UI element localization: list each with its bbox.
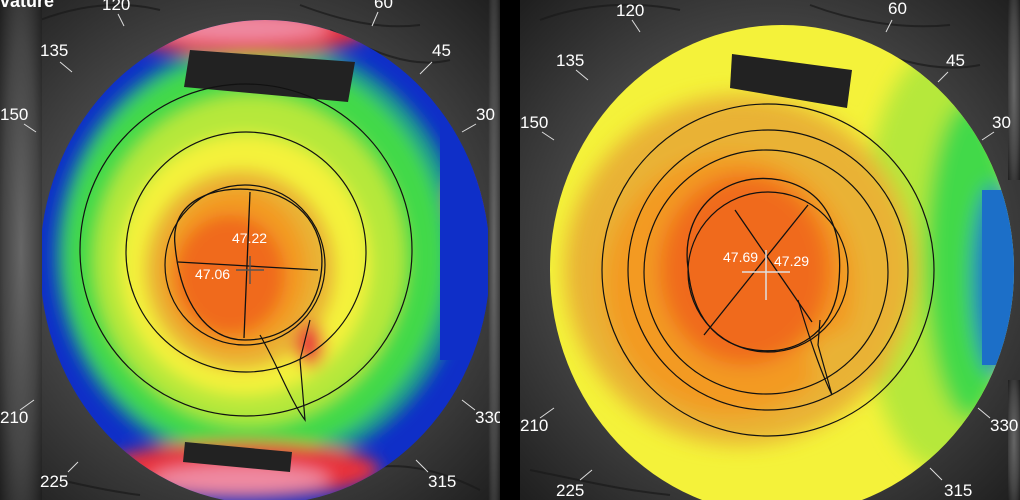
degree-label: 30 bbox=[476, 105, 495, 124]
pupil-outline bbox=[174, 188, 323, 341]
reference-rings bbox=[79, 83, 413, 417]
degree-label: 30 bbox=[992, 113, 1011, 132]
k-value-left: 47.69 bbox=[723, 249, 758, 265]
degree-label: 45 bbox=[432, 41, 451, 60]
degree-label: 45 bbox=[946, 51, 965, 70]
axis-crosshair bbox=[703, 204, 813, 336]
lower-lid-marker bbox=[183, 442, 292, 472]
center-marker bbox=[742, 250, 790, 300]
pupil-outline bbox=[686, 177, 841, 352]
upper-lid-marker bbox=[184, 50, 355, 102]
left-topography-panel: 47.22 47.06 120 60 135 45 150 30 210 330… bbox=[0, 0, 500, 500]
panel-divider bbox=[500, 0, 520, 500]
eyelash-lines bbox=[529, 3, 981, 496]
degree-label: 210 bbox=[520, 416, 548, 435]
degree-label: 150 bbox=[520, 113, 548, 132]
k-value-lower: 47.06 bbox=[195, 266, 230, 282]
left-edge-shadow bbox=[0, 0, 42, 500]
degree-label: 225 bbox=[556, 481, 584, 500]
right-topography-map: 47.69 47.29 120 60 135 45 150 30 210 330… bbox=[520, 0, 1020, 500]
right-edge-shadow bbox=[488, 0, 500, 500]
degree-label: 150 bbox=[0, 105, 28, 124]
degree-label: 330 bbox=[475, 408, 500, 427]
degree-label: 225 bbox=[40, 472, 68, 491]
degree-label: 330 bbox=[990, 416, 1018, 435]
degree-label: 135 bbox=[556, 51, 584, 70]
right-edge-shadow bbox=[1008, 380, 1020, 500]
right-topography-panel: 47.69 47.29 120 60 135 45 150 30 210 330… bbox=[520, 0, 1020, 500]
reference-rings bbox=[601, 103, 935, 437]
degree-label: 315 bbox=[944, 481, 972, 500]
lid-trace bbox=[259, 319, 311, 423]
k-value-upper: 47.22 bbox=[232, 230, 267, 246]
degree-label: 120 bbox=[102, 0, 130, 14]
degree-label: 60 bbox=[888, 0, 907, 18]
right-edge-shadow bbox=[1008, 0, 1020, 180]
degree-label: 210 bbox=[0, 408, 28, 427]
degree-label: 60 bbox=[374, 0, 393, 12]
degree-labels: 120 60 135 45 150 30 210 330 225 315 bbox=[0, 0, 500, 491]
degree-label: 120 bbox=[616, 1, 644, 20]
upper-lid-marker bbox=[730, 54, 852, 108]
degree-labels: 120 60 135 45 150 30 210 330 225 315 bbox=[520, 0, 1018, 500]
center-marker bbox=[236, 256, 264, 284]
axis-crosshair bbox=[177, 191, 319, 339]
degree-label: 315 bbox=[428, 472, 456, 491]
degree-label: 135 bbox=[40, 41, 68, 60]
corner-title-fragment: vature bbox=[0, 0, 55, 11]
k-value-right: 47.29 bbox=[774, 253, 809, 269]
lid-trace bbox=[797, 299, 833, 396]
left-topography-map: 47.22 47.06 120 60 135 45 150 30 210 330… bbox=[0, 0, 500, 500]
